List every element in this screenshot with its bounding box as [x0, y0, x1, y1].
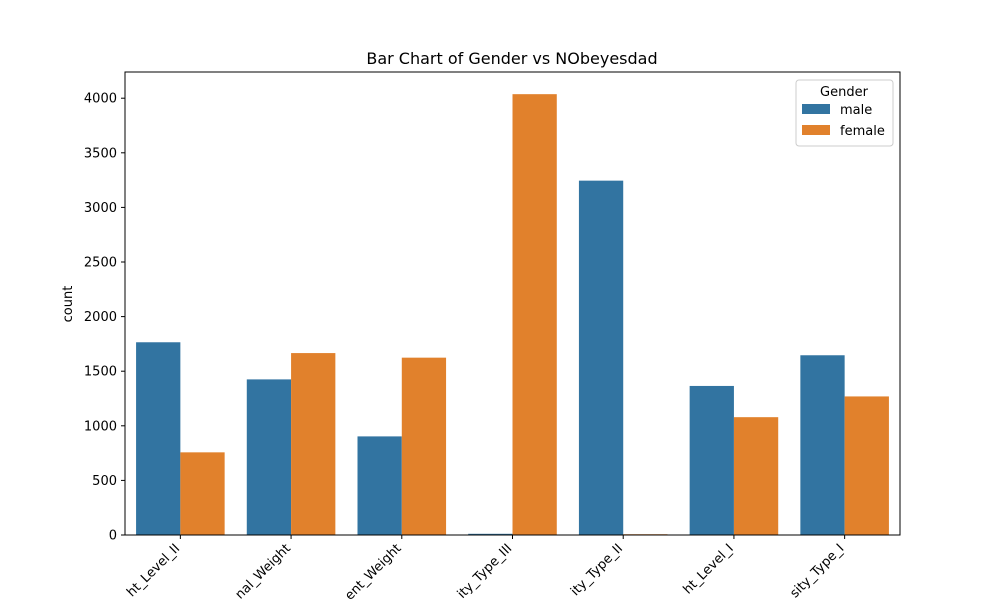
x-tick-label: ent_Weight	[342, 541, 404, 600]
bar-female-3	[512, 94, 557, 536]
bar-female-6	[844, 396, 889, 535]
plot-frame	[124, 71, 901, 536]
legend-swatch-female	[802, 125, 830, 135]
bar-male-3	[468, 533, 513, 535]
legend-swatch-male	[802, 104, 830, 114]
y-tick-label: 1000	[84, 419, 117, 434]
bar-female-0	[180, 452, 225, 535]
y-tick-label: 0	[109, 529, 117, 544]
chart-title: Bar Chart of Gender vs NObeyesdad	[366, 49, 657, 68]
legend-label-female: female	[840, 124, 885, 139]
bar-male-6	[800, 355, 845, 535]
bars-group	[136, 94, 889, 536]
legend-items: male female	[802, 103, 885, 139]
bar-male-4	[578, 180, 624, 535]
legend-title: Gender	[820, 85, 869, 100]
y-tick-label: 3000	[84, 201, 117, 216]
bar-male-0	[136, 342, 181, 535]
legend-label-male: male	[840, 103, 872, 118]
y-tick-label: 3500	[84, 146, 117, 161]
y-tick-label: 2500	[84, 256, 117, 271]
bar-male-2	[357, 436, 402, 535]
x-axis-ticks: ht_Level_II nal_Weight ent_Weight ity_Type_…	[124, 535, 847, 600]
legend: Gender male female	[795, 79, 894, 147]
y-axis-label: count	[61, 286, 76, 323]
y-tick-label: 500	[92, 474, 117, 489]
bar-female-5	[733, 417, 779, 535]
bar-male-1	[246, 379, 292, 535]
x-tick-label: ity_Type_III	[455, 541, 516, 600]
x-tick-label: ity_Type_II	[568, 541, 626, 599]
x-tick-label: ht_Level_I	[681, 541, 737, 597]
x-tick-label: ht_Level_II	[124, 541, 183, 600]
y-tick-label: 2000	[84, 310, 117, 325]
x-tick-label: sity_Type_I	[787, 541, 847, 600]
y-axis-ticks: 0 500 1000 1500 2000 2500 3000 3500 4000	[84, 92, 125, 544]
bar-female-1	[291, 353, 336, 535]
x-tick-label: nal_Weight	[233, 541, 294, 600]
y-tick-label: 4000	[84, 92, 117, 107]
bar-female-2	[401, 357, 447, 535]
y-tick-label: 1500	[84, 365, 117, 380]
bar-male-5	[689, 385, 734, 535]
